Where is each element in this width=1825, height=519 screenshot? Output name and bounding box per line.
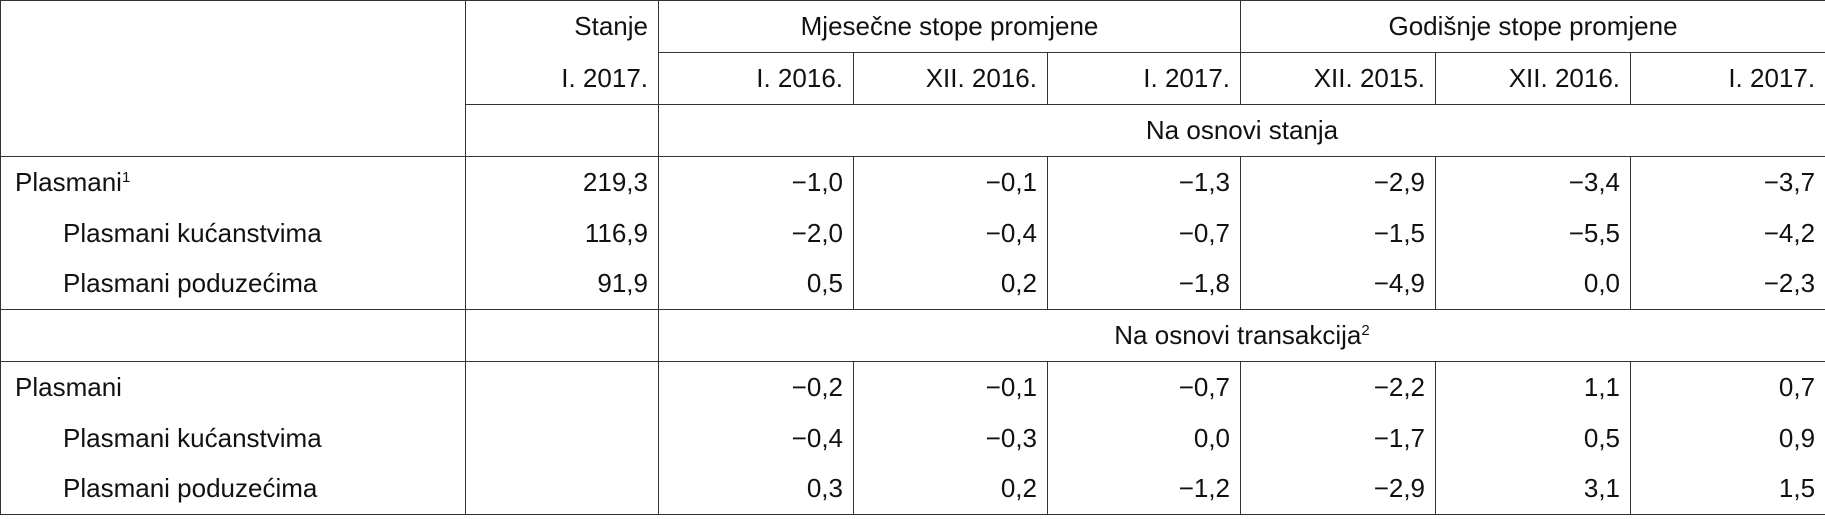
value-cell: 116,9 (465, 207, 659, 259)
header-stanje: Stanje (465, 0, 659, 53)
row-label-text: Plasmani poduzećima (63, 473, 318, 504)
table-row: Plasmani kućanstvima 116,9 −2,0 −0,4 −0,7 −1,… (0, 207, 1825, 259)
value-cell: −1,8 (1046, 258, 1242, 310)
empty-cell (465, 412, 659, 464)
value-cell: 219,3 (465, 156, 659, 208)
header-date: I. 2016. (658, 52, 854, 105)
value-cell: 0,2 (853, 463, 1048, 515)
row-label-text: Plasmani (15, 166, 122, 197)
header-monthly: Mjesečne stope promjene (657, 0, 1242, 53)
empty-cell (465, 361, 659, 413)
value-cell: 0,5 (658, 258, 854, 310)
footnote-mark: 2 (1361, 322, 1370, 339)
value-cell: −0,4 (658, 412, 854, 464)
value-cell: 0,5 (1435, 412, 1632, 464)
section-title-text: Na osnovi stanja (1145, 115, 1339, 145)
table-row: Plasmani poduzećima 0,3 0,2 −1,2 −2,9 3,1 1,5 (0, 463, 1825, 515)
value-cell: −4,9 (1240, 258, 1437, 310)
value-cell: 1,5 (1630, 463, 1825, 515)
header-date: I. 2017. (465, 52, 659, 105)
value-cell: −1,3 (1046, 156, 1242, 208)
table-row: Plasmani kućanstvima −0,4 −0,3 0,0 −1,7 0,5 0,… (0, 412, 1825, 464)
row-label: Plasmani1 (0, 156, 466, 208)
value-cell: 0,0 (1046, 412, 1242, 464)
value-cell: −1,0 (658, 156, 854, 208)
corner-cell (0, 0, 466, 157)
value-cell: 0,3 (658, 463, 854, 515)
value-cell: −2,9 (1240, 463, 1437, 515)
table-row: Na osnovi stanja (1, 104, 1825, 157)
row-label-text: Plasmani (15, 371, 122, 402)
table-row: Plasmani −0,2 −0,1 −0,7 −2,2 1,1 0,7 (0, 361, 1825, 413)
value-cell: −2,3 (1630, 258, 1825, 310)
section-title-text: Na osnovi transakcija (1114, 320, 1362, 350)
value-cell: −1,2 (1046, 463, 1242, 515)
row-label: Plasmani poduzećima (0, 463, 466, 515)
row-label-text: Plasmani kućanstvima (63, 422, 322, 453)
section-title: Na osnovi stanja (657, 104, 1825, 157)
value-cell: −1,5 (1240, 207, 1437, 259)
header-date: XII. 2016. (1435, 52, 1632, 105)
footnote-mark: 1 (121, 168, 131, 186)
table-row: I. 2017. I. 2016. XII. 2016. I. 2017. XII. 2… (1, 52, 1825, 105)
table-row: Stanje Mjesečne stope promjene Godišnje st… (0, 0, 1825, 157)
value-cell: 0,2 (853, 258, 1048, 310)
value-cell: −2,9 (1240, 156, 1437, 208)
header-date: XII. 2015. (1240, 52, 1437, 105)
empty-cell (465, 463, 659, 515)
value-cell: −2,0 (658, 207, 854, 259)
value-cell: 0,7 (1630, 361, 1825, 413)
value-cell: 0,9 (1630, 412, 1825, 464)
value-cell: 0,0 (1435, 258, 1632, 310)
row-label: Plasmani kućanstvima (0, 207, 466, 259)
empty-cell (465, 104, 659, 157)
value-cell: −0,3 (853, 412, 1048, 464)
header-date: I. 2017. (1046, 52, 1242, 105)
row-label-text: Plasmani poduzećima (63, 268, 318, 299)
header-date: I. 2017. (1630, 52, 1825, 105)
value-cell: −4,2 (1630, 207, 1825, 259)
header-date: XII. 2016. (853, 52, 1048, 105)
value-cell: 1,1 (1435, 361, 1632, 413)
table-row: Plasmani1 219,3 −1,0 −0,1 −1,3 −2,9 −3,4 −3,7 (0, 156, 1825, 208)
value-cell: −2,2 (1240, 361, 1437, 413)
row-label: Plasmani kućanstvima (0, 412, 466, 464)
value-cell: −0,1 (853, 156, 1048, 208)
empty-cell (465, 309, 659, 362)
empty-cell (0, 309, 466, 362)
value-cell: −0,4 (853, 207, 1048, 259)
value-cell: −0,1 (853, 361, 1048, 413)
value-cell: −0,7 (1046, 207, 1242, 259)
section-title: Na osnovi transakcija2 (657, 309, 1825, 362)
table-row: Plasmani poduzećima 91,9 0,5 0,2 −1,8 −4,9 0,0… (0, 258, 1825, 310)
row-label: Plasmani (0, 361, 466, 413)
value-cell: 91,9 (465, 258, 659, 310)
value-cell: −1,7 (1240, 412, 1437, 464)
table-row: Na osnovi transakcija2 (0, 309, 1825, 362)
value-cell: −5,5 (1435, 207, 1632, 259)
header-annual: Godišnje stope promjene (1240, 0, 1825, 53)
row-label-text: Plasmani kućanstvima (63, 217, 322, 248)
value-cell: −3,7 (1630, 156, 1825, 208)
value-cell: −0,7 (1046, 361, 1242, 413)
value-cell: −0,2 (658, 361, 854, 413)
row-label: Plasmani poduzećima (0, 258, 466, 310)
value-cell: −3,4 (1435, 156, 1632, 208)
value-cell: 3,1 (1435, 463, 1632, 515)
